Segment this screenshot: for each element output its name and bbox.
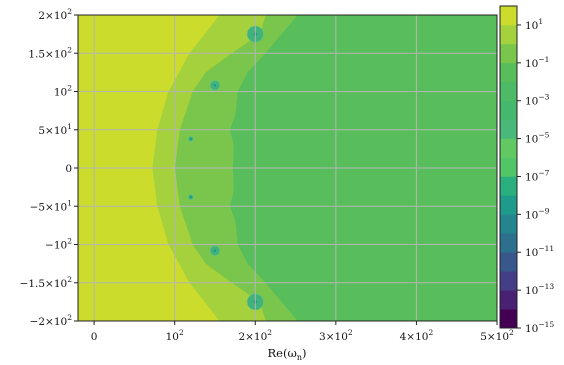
- colorbar-segment: [500, 271, 517, 291]
- colorbar-segment: [500, 157, 517, 177]
- pole-core: [189, 137, 193, 141]
- colorbar-tick-label: 10−11: [525, 244, 554, 259]
- colorbar-segment: [500, 62, 517, 83]
- x-tick-label: 102: [166, 328, 184, 343]
- colorbar: [500, 6, 517, 329]
- x-axis-ticks: 0 102 2×102 3×102 4×102 5×102: [91, 321, 514, 343]
- colorbar-tick-label: 101: [525, 17, 543, 32]
- colorbar-segment: [500, 195, 517, 215]
- colorbar-tick-label: 10−13: [525, 282, 554, 297]
- y-tick-label: −2×102: [30, 313, 73, 328]
- colorbar-tick-label: 10−9: [525, 206, 550, 221]
- colorbar-segment: [500, 233, 517, 253]
- colorbar-ticks: 101 10−1 10−3 10−5 10−7 10−9 10−11 10−13 10−15: [517, 17, 554, 335]
- colorbar-segment: [500, 119, 517, 139]
- x-tick-label: 5×102: [480, 328, 514, 343]
- x-tick-label: 4×102: [400, 328, 434, 343]
- y-tick-label: 5×101: [38, 122, 72, 137]
- y-tick-label: 2×102: [38, 7, 72, 22]
- pole-core: [213, 249, 217, 252]
- colorbar-tick-label: 10−1: [525, 55, 549, 70]
- y-tick-label: 102: [54, 84, 72, 99]
- colorbar-segment: [500, 81, 517, 102]
- colorbar-tick-label: 10−7: [525, 168, 550, 183]
- colorbar-segment: [500, 309, 517, 329]
- y-axis-ticks: 2×102 1.5×102 102 5×101 0 −5×101 −102 −1.5×102 −…: [20, 7, 78, 328]
- colorbar-tick-label: 10−15: [525, 320, 554, 335]
- x-tick-label: 0: [91, 331, 98, 343]
- x-axis-label: Re(ωn): [268, 346, 307, 362]
- y-tick-label: −5×101: [30, 198, 72, 213]
- x-tick-label: 3×102: [319, 328, 353, 343]
- colorbar-segment: [500, 252, 517, 272]
- colorbar-tick-label: 10−5: [525, 131, 550, 146]
- y-tick-label: −102: [45, 237, 72, 252]
- y-tick-label: 0: [65, 163, 72, 175]
- colorbar-segment: [500, 6, 517, 26]
- colorbar-segment: [500, 138, 517, 158]
- colorbar-segment: [500, 290, 517, 310]
- pole-core: [189, 195, 193, 199]
- colorbar-segment: [500, 43, 517, 64]
- colorbar-segment: [500, 214, 517, 234]
- x-tick-label: 2×102: [238, 328, 272, 343]
- y-tick-label: −1.5×102: [20, 275, 73, 290]
- colorbar-segment: [500, 176, 517, 196]
- grid-lines: [78, 14, 498, 322]
- colorbar-frame: [499, 5, 518, 329]
- pole-core: [213, 84, 217, 87]
- colorbar-tick-label: 10−3: [525, 93, 550, 108]
- colorbar-segment: [500, 24, 517, 45]
- colorbar-segment: [500, 100, 517, 120]
- y-tick-label: 1.5×102: [28, 45, 72, 60]
